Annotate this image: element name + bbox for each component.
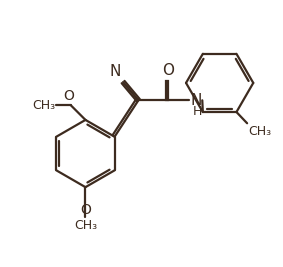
Text: CH₃: CH₃ (248, 125, 272, 138)
Text: N: N (190, 93, 201, 108)
Text: O: O (162, 64, 174, 78)
Text: N: N (110, 64, 121, 79)
Text: O: O (63, 89, 74, 103)
Text: CH₃: CH₃ (74, 219, 97, 232)
Text: CH₃: CH₃ (32, 99, 55, 112)
Text: H: H (192, 105, 202, 118)
Text: O: O (80, 203, 91, 217)
